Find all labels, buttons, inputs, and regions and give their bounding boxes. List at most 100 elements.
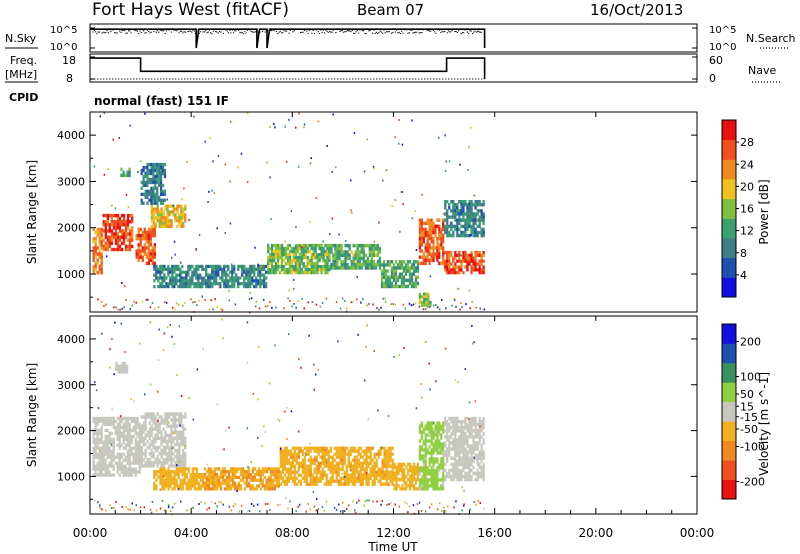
scatter-point bbox=[269, 176, 271, 179]
range-gate-cell bbox=[416, 269, 420, 273]
range-gate-cell bbox=[480, 419, 483, 424]
range-gate-cell bbox=[310, 271, 313, 275]
range-gate-cell bbox=[128, 449, 131, 453]
range-gate-cell bbox=[432, 460, 435, 464]
range-gate-cell bbox=[434, 224, 437, 229]
range-gate-cell bbox=[306, 265, 309, 269]
range-gate-cell bbox=[166, 219, 169, 223]
range-gate-cell bbox=[322, 268, 325, 272]
range-gate-cell bbox=[128, 455, 131, 459]
range-gate-cell bbox=[138, 434, 141, 438]
range-gate-cell bbox=[466, 268, 469, 272]
scatter-point bbox=[144, 112, 146, 115]
range-gate-cell bbox=[217, 478, 221, 482]
range-gate-cell bbox=[444, 200, 447, 204]
range-gate-cell bbox=[249, 279, 252, 283]
range-gate-cell bbox=[122, 220, 126, 224]
scatter-point bbox=[228, 426, 230, 429]
range-gate-cell bbox=[317, 476, 320, 480]
range-gate-cell bbox=[418, 487, 421, 491]
range-gate-cell bbox=[440, 433, 443, 437]
noise-jitter bbox=[382, 32, 384, 34]
range-gate-cell bbox=[178, 445, 181, 450]
range-gate-cell bbox=[245, 475, 248, 479]
range-gate-cell bbox=[438, 445, 441, 449]
noise-jitter bbox=[411, 29, 413, 31]
range-gate-cell bbox=[156, 213, 159, 217]
range-gate-cell bbox=[313, 446, 316, 450]
range-gate-cell bbox=[476, 233, 479, 238]
range-gate-cell bbox=[381, 470, 384, 474]
range-gate-cell bbox=[158, 213, 161, 217]
range-gate-cell bbox=[261, 267, 264, 271]
range-gate-cell bbox=[150, 455, 153, 459]
range-gate-cell bbox=[413, 484, 416, 488]
range-gate-cell bbox=[121, 361, 124, 365]
range-gate-cell bbox=[334, 259, 337, 264]
range-gate-cell bbox=[368, 243, 371, 248]
noise-jitter bbox=[183, 31, 185, 33]
scatter-point bbox=[350, 469, 352, 472]
range-gate-cell bbox=[452, 429, 455, 433]
range-gate-cell bbox=[336, 243, 339, 248]
range-gate-cell bbox=[269, 259, 272, 263]
range-gate-cell bbox=[434, 427, 437, 431]
range-gate-cell bbox=[245, 273, 248, 277]
range-gate-cell bbox=[446, 212, 449, 216]
colorbar-segment bbox=[722, 198, 736, 219]
range-gate-cell bbox=[482, 426, 485, 430]
range-gate-cell bbox=[458, 209, 461, 213]
range-gate-cell bbox=[446, 422, 449, 427]
range-gate-cell bbox=[422, 442, 425, 446]
range-gate-cell bbox=[468, 450, 471, 454]
range-gate-cell bbox=[128, 458, 131, 462]
range-gate-cell bbox=[193, 481, 196, 485]
range-gate-cell bbox=[454, 268, 457, 272]
range-gate-cell bbox=[94, 267, 97, 272]
range-gate-cell bbox=[130, 473, 133, 477]
scatter-point bbox=[351, 211, 353, 214]
range-gate-cell bbox=[178, 448, 181, 453]
colorbar-tick-label: 16 bbox=[740, 203, 754, 216]
range-gate-cell bbox=[122, 216, 126, 221]
range-gate-cell bbox=[383, 470, 386, 474]
range-gate-cell bbox=[320, 247, 323, 251]
range-gate-cell bbox=[430, 255, 433, 259]
range-gate-cell bbox=[382, 266, 386, 270]
range-gate-cell bbox=[108, 470, 111, 474]
range-gate-cell bbox=[296, 256, 299, 260]
range-gate-cell bbox=[128, 241, 132, 245]
range-gate-cell bbox=[466, 212, 469, 216]
noise-jitter bbox=[96, 33, 98, 35]
range-gate-cell bbox=[120, 247, 124, 252]
range-gate-cell bbox=[116, 241, 120, 245]
range-gate-cell bbox=[353, 461, 356, 465]
range-gate-cell bbox=[448, 224, 451, 229]
range-gate-cell bbox=[438, 252, 441, 256]
range-gate-cell bbox=[247, 470, 250, 474]
range-gate-cell bbox=[176, 458, 179, 462]
scatter-point bbox=[442, 212, 445, 215]
range-gate-cell bbox=[161, 484, 164, 488]
range-gate-cell bbox=[335, 479, 338, 483]
range-gate-cell bbox=[253, 267, 256, 271]
range-gate-cell bbox=[92, 458, 95, 462]
range-gate-cell bbox=[115, 364, 118, 368]
scatter-point bbox=[94, 381, 96, 384]
range-gate-cell bbox=[371, 482, 374, 486]
range-gate-cell bbox=[274, 262, 278, 266]
range-gate-cell bbox=[446, 450, 449, 454]
range-gate-cell bbox=[442, 472, 445, 476]
range-gate-cell bbox=[304, 268, 307, 272]
range-gate-cell bbox=[114, 220, 118, 224]
range-gate-cell bbox=[168, 452, 171, 456]
range-gate-cell bbox=[102, 464, 105, 468]
range-gate-cell bbox=[124, 229, 128, 233]
range-gate-cell bbox=[167, 481, 170, 485]
range-gate-cell bbox=[124, 173, 127, 178]
noise-jitter bbox=[302, 31, 304, 33]
range-gate-cell bbox=[380, 278, 384, 283]
range-gate-cell bbox=[263, 475, 266, 479]
noise-jitter bbox=[153, 31, 155, 33]
scatter-point bbox=[398, 119, 400, 121]
